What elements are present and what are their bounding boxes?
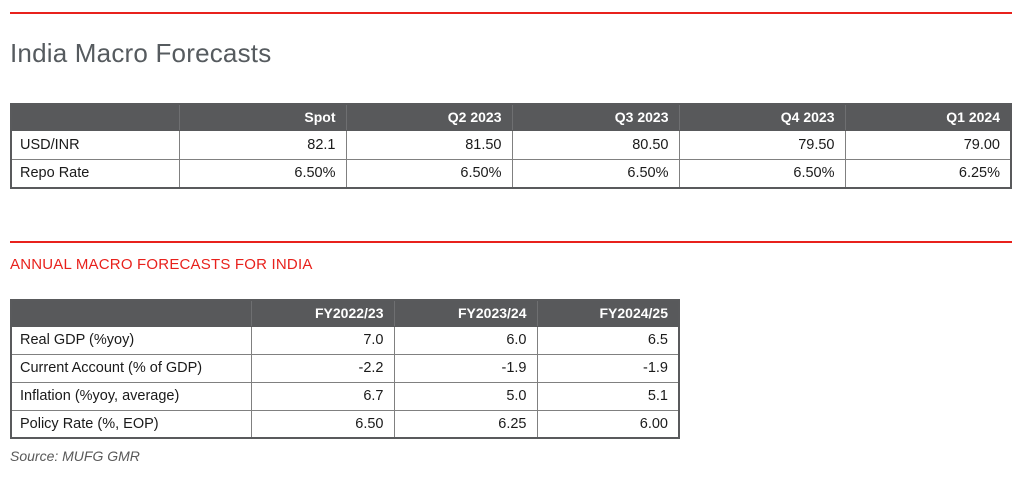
header-cell-q3-2023: Q3 2023	[511, 104, 680, 131]
row-label-cell: Real GDP (%yoy)	[10, 325, 252, 355]
row-label-cell: Inflation (%yoy, average)	[10, 381, 252, 411]
header-cell-q1-2024: Q1 2024	[844, 104, 1011, 131]
value-cell: 80.50	[511, 129, 680, 160]
value-cell: 6.50%	[511, 158, 680, 189]
spot-forecast-table: Spot Q2 2023 Q3 2023 Q4 2023 Q1 2024 USD…	[10, 103, 1012, 189]
header-cell-fy2023-24: FY2023/24	[393, 300, 538, 327]
value-cell: 6.25	[393, 409, 538, 439]
value-cell: 5.0	[393, 381, 538, 411]
header-cell-blank	[11, 300, 252, 327]
table-row-current-account: Current Account (% of GDP) -2.2 -1.9 -1.…	[10, 353, 680, 383]
value-cell: 7.0	[250, 325, 395, 355]
page-title: India Macro Forecasts	[10, 38, 272, 68]
value-cell: 6.25%	[844, 158, 1012, 189]
header-cell-q4-2023: Q4 2023	[678, 104, 846, 131]
value-cell: 6.50%	[345, 158, 513, 189]
row-label-cell: USD/INR	[10, 129, 180, 160]
source-note: Source: MUFG GMR	[10, 448, 140, 464]
header-cell-q2-2023: Q2 2023	[345, 104, 513, 131]
table-header-row: Spot Q2 2023 Q3 2023 Q4 2023 Q1 2024	[11, 104, 1011, 131]
table-row-repo-rate: Repo Rate 6.50% 6.50% 6.50% 6.50% 6.25%	[10, 158, 1012, 189]
row-label-cell: Policy Rate (%, EOP)	[10, 409, 252, 439]
row-label-cell: Current Account (% of GDP)	[10, 353, 252, 383]
row-label-cell: Repo Rate	[10, 158, 180, 189]
value-cell: 6.7	[250, 381, 395, 411]
value-cell: 6.0	[393, 325, 538, 355]
value-cell: -1.9	[536, 353, 680, 383]
value-cell: 81.50	[345, 129, 513, 160]
value-cell: 79.00	[844, 129, 1012, 160]
table-row-inflation: Inflation (%yoy, average) 6.7 5.0 5.1	[10, 381, 680, 411]
document-page: India Macro Forecasts Spot Q2 2023 Q3 20…	[10, 12, 1012, 464]
table-row-policy-rate: Policy Rate (%, EOP) 6.50 6.25 6.00	[10, 409, 680, 439]
value-cell: 6.50	[250, 409, 395, 439]
top-accent-rule	[10, 12, 1012, 14]
value-cell: 6.50%	[678, 158, 846, 189]
value-cell: 6.00	[536, 409, 680, 439]
table-row-usdinr: USD/INR 82.1 81.50 80.50 79.50 79.00	[10, 129, 1012, 160]
header-cell-fy2024-25: FY2024/25	[536, 300, 679, 327]
header-cell-blank	[11, 104, 180, 131]
value-cell: 79.50	[678, 129, 846, 160]
header-cell-spot: Spot	[178, 104, 347, 131]
value-cell: 6.5	[536, 325, 680, 355]
header-cell-fy2022-23: FY2022/23	[250, 300, 395, 327]
table-row-real-gdp: Real GDP (%yoy) 7.0 6.0 6.5	[10, 325, 680, 355]
value-cell: -1.9	[393, 353, 538, 383]
section-accent-rule	[10, 241, 1012, 243]
value-cell: 82.1	[178, 129, 347, 160]
annual-forecast-table: FY2022/23 FY2023/24 FY2024/25 Real GDP (…	[10, 299, 680, 439]
table-header-row: FY2022/23 FY2023/24 FY2024/25	[11, 300, 679, 327]
section-heading: ANNUAL MACRO FORECASTS FOR INDIA	[10, 256, 313, 273]
value-cell: -2.2	[250, 353, 395, 383]
value-cell: 5.1	[536, 381, 680, 411]
value-cell: 6.50%	[178, 158, 347, 189]
